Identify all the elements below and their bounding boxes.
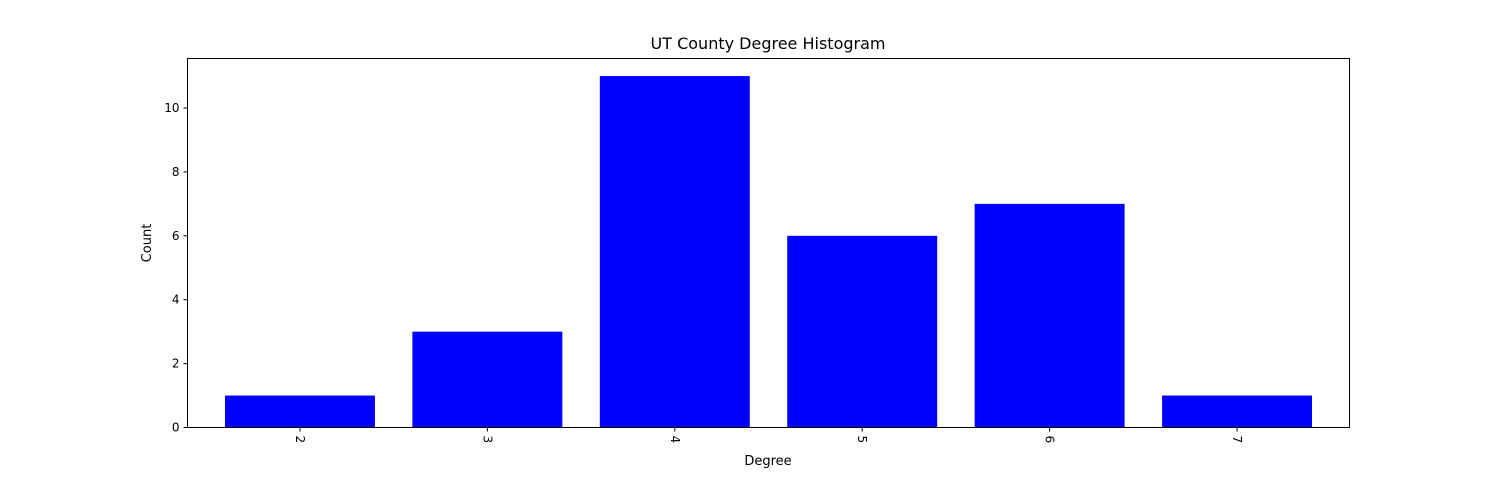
- x-tick-label: 3: [480, 436, 494, 444]
- bar-degree-5: [787, 235, 938, 428]
- x-tick-label: 5: [855, 436, 869, 444]
- x-tick-label: 6: [1043, 436, 1057, 444]
- bars-group: [224, 76, 1313, 428]
- x-axis-ticks: 2 3 4 5 6 7: [293, 427, 1244, 444]
- bar-degree-3: [412, 331, 563, 428]
- x-tick-label: 7: [1230, 436, 1244, 444]
- plot-frame: [187, 58, 1350, 428]
- chart-title: UT County Degree Histogram: [651, 34, 886, 53]
- y-tick-label: 4: [172, 293, 180, 307]
- bar-degree-7: [1162, 395, 1313, 428]
- y-tick-label: 6: [172, 229, 180, 243]
- y-axis-label: Count: [140, 224, 155, 263]
- bar-degree-6: [974, 203, 1125, 428]
- x-tick-label: 4: [668, 436, 682, 444]
- bar-degree-4: [599, 76, 750, 428]
- bar-degree-2: [224, 395, 375, 428]
- x-tick-label: 2: [293, 436, 307, 444]
- y-tick-label: 10: [164, 101, 179, 115]
- y-tick-label: 2: [172, 357, 180, 371]
- x-axis-label: Degree: [744, 454, 791, 469]
- y-tick-label: 8: [172, 165, 180, 179]
- y-axis-ticks: 0 2 4 6 8 10: [164, 101, 188, 435]
- y-tick-label: 0: [172, 421, 180, 435]
